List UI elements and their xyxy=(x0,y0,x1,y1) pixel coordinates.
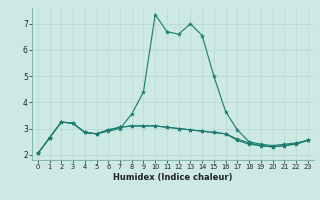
X-axis label: Humidex (Indice chaleur): Humidex (Indice chaleur) xyxy=(113,173,233,182)
